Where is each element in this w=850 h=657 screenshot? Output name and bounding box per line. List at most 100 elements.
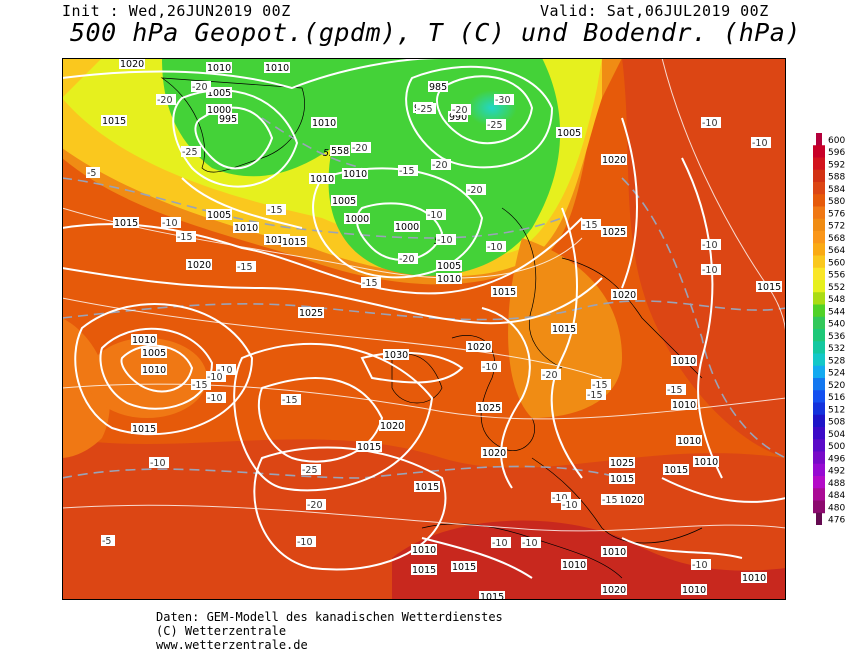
isotherms	[62, 117, 786, 479]
isobar-label: 1015	[415, 482, 439, 493]
isobar-label: 1015	[412, 565, 436, 576]
isobar-label-bg	[476, 402, 502, 413]
isobar-label-bg	[693, 456, 719, 467]
colorbar-swatches	[813, 133, 825, 525]
isobar-label: 1015	[282, 237, 306, 248]
colorbar-label: 588	[828, 173, 845, 183]
isobar-label: 1010	[682, 585, 706, 596]
isobar-label: 1010	[132, 335, 156, 346]
isotherm-label-bg	[431, 159, 451, 170]
isotherm-label-bg	[601, 494, 621, 505]
valid-time: Valid: Sat,06JUL2019 00Z	[540, 2, 769, 20]
isotherm-label-bg	[481, 361, 501, 372]
isobar-label-bg	[671, 355, 697, 366]
colorbar-swatch	[813, 427, 825, 440]
credits-source: Daten: GEM-Modell des kanadischen Wetter…	[156, 610, 503, 624]
isobar-label: 558	[331, 146, 349, 157]
isotherm-label: -10	[692, 560, 708, 571]
isobar-label-bg	[551, 323, 577, 334]
isobar-label-bg	[264, 62, 290, 73]
colorbar-swatch	[813, 414, 825, 428]
init-time: Init : Wed,26JUN2019 00Z	[62, 2, 291, 20]
isobar-label: 1010	[677, 436, 701, 447]
colorbar-label: 504	[828, 430, 845, 440]
colorbar-swatch	[813, 218, 825, 232]
isotherm-label: -25	[182, 147, 198, 158]
isobar-label-bg	[601, 584, 627, 595]
isotherm-label: -15	[177, 232, 193, 243]
isotherm-label-bg	[361, 277, 381, 288]
colorbar-swatch	[813, 304, 825, 318]
isotherm-label-bg	[296, 536, 316, 547]
isobar-label-bg	[428, 81, 448, 92]
isobar-label-bg	[206, 209, 232, 220]
isotherm-label: -15	[237, 262, 253, 273]
isotherm-label-bg	[701, 239, 721, 250]
isotherm-label: -10	[207, 372, 223, 383]
credits: Daten: GEM-Modell des kanadischen Wetter…	[156, 610, 503, 652]
isobar-label-bg	[141, 347, 167, 358]
isobar-label: 1010	[412, 545, 436, 556]
colorbar-swatch	[813, 329, 825, 342]
colorbar-swatch	[813, 476, 825, 489]
isotherm-label: -5	[102, 536, 111, 547]
isobar-label-bg	[436, 273, 462, 284]
temperature-labels: -20-25-20-15-10-15-5-20-25 -20-15-20-25-3…	[86, 81, 771, 571]
colorbar-label: 540	[828, 320, 845, 330]
isotherm-label: -15	[592, 380, 608, 391]
colorbar-label: 488	[828, 479, 845, 489]
isotherm-label-bg	[666, 384, 686, 395]
isobar-label-bg	[309, 173, 335, 184]
isotherm-label-bg	[416, 103, 436, 114]
isobar-label: 1015	[552, 324, 576, 335]
isotherm-label-bg	[206, 371, 226, 382]
colorbar-label: 596	[828, 148, 845, 158]
isobar-label-bg	[601, 546, 627, 557]
isobar-label-bg	[448, 111, 468, 122]
isotherm-label: -20	[352, 143, 368, 154]
field-warm-east	[622, 58, 786, 458]
colorbar-label: 480	[828, 503, 845, 513]
colorbar-label: 592	[828, 160, 845, 170]
isobar-label: 1015	[102, 116, 126, 127]
isobar-label-bg	[330, 145, 350, 156]
colorbar-label: 492	[828, 467, 845, 477]
isobar-label-bg	[414, 481, 440, 492]
isobar-label-bg	[331, 195, 357, 206]
isotherm-label-bg	[494, 94, 514, 105]
isobar-label: 1005	[557, 128, 581, 139]
colorbar-label: 496	[828, 454, 845, 464]
isobar-label-bg	[676, 435, 702, 446]
isobar-label: 1000	[345, 214, 369, 225]
colorbar-swatch	[813, 500, 825, 514]
isobar-label: 1020	[602, 585, 626, 596]
isobar-label: 1010	[343, 169, 367, 180]
isobar-label-bg	[411, 544, 437, 555]
colorbar-label: 564	[828, 246, 845, 256]
isotherm-label-bg	[751, 137, 771, 148]
credits-copyright: (C) Wetterzentrale	[156, 624, 287, 638]
colorbar-swatch	[813, 316, 825, 330]
isobar-label: 1015	[492, 287, 516, 298]
colorbar-label: 580	[828, 197, 845, 207]
isobar-label-bg	[741, 572, 767, 583]
colorbar-label: 532	[828, 344, 845, 354]
isobar-label: 1005	[207, 210, 231, 221]
isobar-label-bg	[481, 447, 507, 458]
isotherm-label: -20	[432, 160, 448, 171]
isotherm-label: -25	[302, 465, 318, 476]
isobar-label: 1020	[187, 260, 211, 271]
isobar-label-bg	[556, 127, 582, 138]
isobar-label-bg	[119, 58, 145, 69]
isotherm-label-bg	[466, 184, 486, 195]
isobar-label: 1020	[612, 290, 636, 301]
colorbar-swatch	[813, 145, 825, 158]
isotherm-label-bg	[591, 379, 611, 390]
field-warm-ridge-west	[62, 318, 110, 458]
isotherm-label-bg	[581, 219, 601, 230]
isotherm-label-bg	[551, 492, 571, 503]
credits-url[interactable]: www.wetterzentrale.de	[156, 638, 308, 652]
isobar-label: 1030	[384, 350, 408, 361]
isotherm-label: -25	[417, 104, 433, 115]
isotherm-label-bg	[521, 537, 541, 548]
